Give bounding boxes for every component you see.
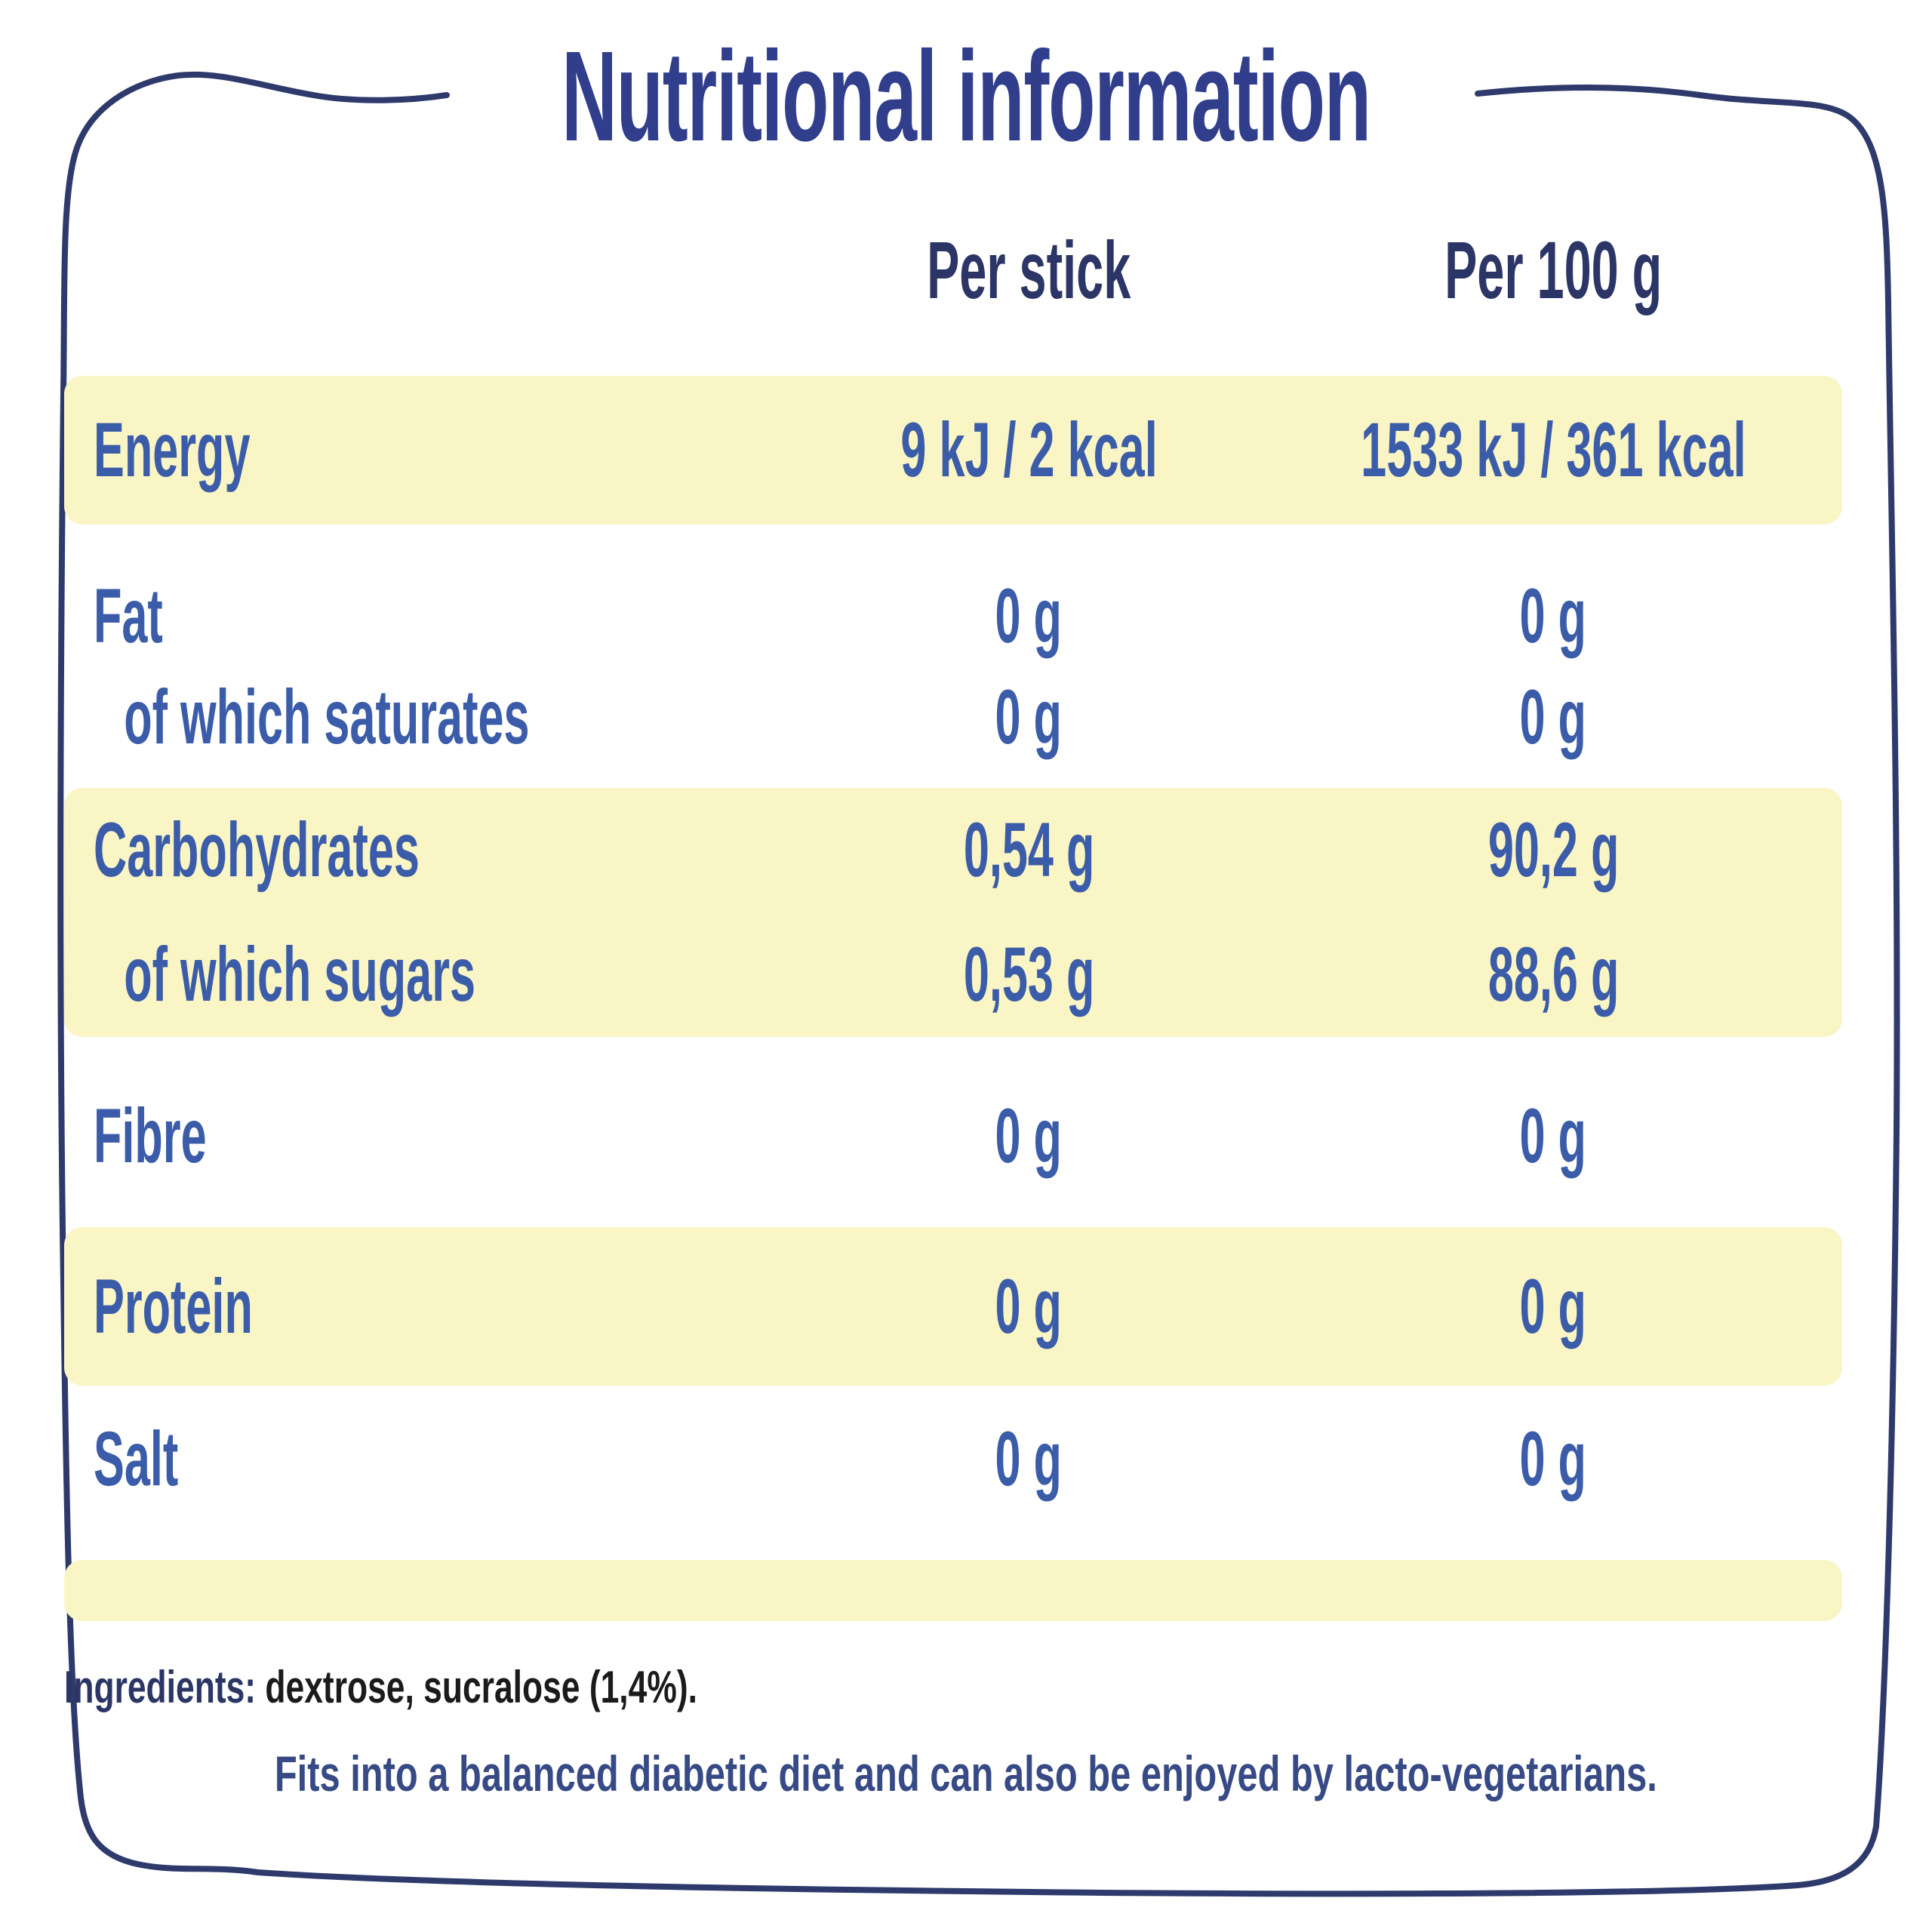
value-per-100g: 0 g	[1519, 674, 1587, 760]
nutrient-label: of which saturates	[124, 674, 530, 760]
row-protein: Protein 0 g 0 g	[64, 1227, 1842, 1386]
row-energy: Energy 9 kJ / 2 kcal 1533 kJ / 361 kcal	[64, 376, 1842, 525]
nutrient-label: Carbohydrates	[94, 807, 420, 893]
nutrient-label: Fat	[94, 572, 163, 659]
value-per-stick: 0 g	[995, 1415, 1063, 1502]
page-title: Nutritional information	[0, 25, 1932, 168]
row-carbohydrates: Carbohydrates 0,54 g 90,2 g	[64, 788, 1842, 912]
value-per-stick: 0,54 g	[963, 807, 1094, 893]
row-fat: Fat 0 g 0 g	[64, 570, 1842, 662]
diet-note: Fits into a balanced diabetic diet and c…	[0, 1732, 1932, 1815]
value-per-100g: 88,6 g	[1487, 931, 1619, 1017]
value-per-stick: 0 g	[995, 1263, 1063, 1349]
row-salt: Salt 0 g 0 g	[64, 1410, 1842, 1508]
row-sugars: of which sugars 0,53 g 88,6 g	[64, 912, 1842, 1037]
value-per-stick: 0,53 g	[963, 931, 1094, 1017]
diet-note-text: Fits into a balanced diabetic diet and c…	[274, 1746, 1658, 1801]
nutrient-label: Salt	[94, 1415, 179, 1502]
ingredients-label: Ingredients:	[64, 1661, 257, 1712]
value-per-100g: 0 g	[1519, 1092, 1587, 1179]
value-per-stick: 9 kJ / 2 kcal	[900, 407, 1158, 493]
column-header-per-100g: Per 100 g	[1444, 224, 1663, 315]
row-carbohydrates-band: Carbohydrates 0,54 g 90,2 g of which sug…	[64, 788, 1842, 1037]
value-per-100g: 90,2 g	[1487, 807, 1619, 893]
page-title-text: Nutritional information	[561, 25, 1371, 168]
nutrient-label: of which sugars	[124, 931, 476, 1017]
value-per-100g: 0 g	[1519, 1415, 1587, 1502]
row-fibre: Fibre 0 g 0 g	[64, 1087, 1842, 1185]
column-header-per-stick: Per stick	[927, 224, 1131, 315]
value-per-stick: 0 g	[995, 674, 1063, 760]
value-per-stick: 0 g	[995, 1092, 1063, 1179]
nutrient-label: Fibre	[94, 1092, 207, 1179]
row-saturates: of which saturates 0 g 0 g	[64, 670, 1842, 764]
nutrient-label: Energy	[94, 407, 251, 493]
nutrient-label: Protein	[94, 1263, 253, 1349]
value-per-100g: 1533 kJ / 361 kcal	[1360, 407, 1746, 493]
value-per-100g: 0 g	[1519, 572, 1587, 659]
spacer-band	[64, 1560, 1842, 1621]
ingredients-line: Ingredients: dextrose, sucralose (1,4%).	[64, 1649, 1842, 1724]
value-per-stick: 0 g	[995, 572, 1063, 659]
value-per-100g: 0 g	[1519, 1263, 1587, 1349]
column-header-row: Per stick Per 100 g	[64, 219, 1842, 321]
ingredients-text: dextrose, sucralose (1,4%).	[256, 1661, 697, 1712]
